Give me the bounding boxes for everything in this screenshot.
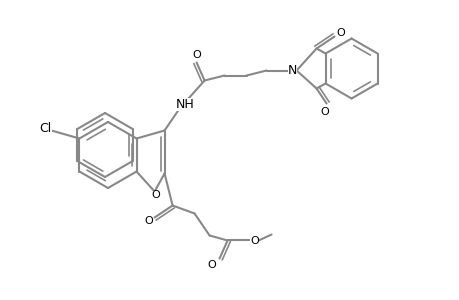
Text: O: O: [207, 260, 215, 269]
Text: O: O: [250, 236, 258, 245]
Text: O: O: [192, 50, 201, 59]
Text: O: O: [151, 190, 160, 200]
Text: NH: NH: [176, 98, 195, 111]
Text: O: O: [336, 28, 344, 38]
Text: O: O: [144, 217, 153, 226]
Text: O: O: [319, 106, 328, 116]
Text: Cl: Cl: [39, 122, 51, 135]
Text: N: N: [287, 64, 297, 77]
